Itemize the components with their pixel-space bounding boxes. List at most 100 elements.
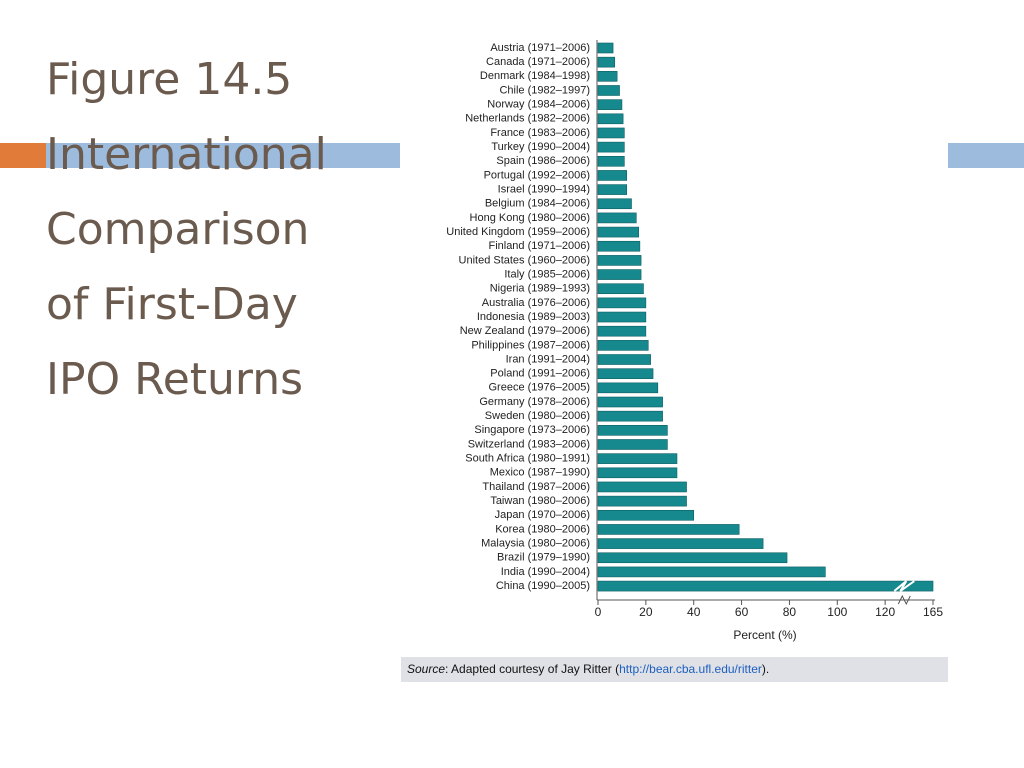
x-tick-label: 120 xyxy=(875,605,895,619)
y-tick-label: Germany (1978–2006) xyxy=(479,396,590,408)
y-tick-label: New Zealand (1979–2006) xyxy=(460,325,590,337)
bar xyxy=(597,382,659,394)
x-axis-label: Percent (%) xyxy=(733,628,796,642)
bar xyxy=(597,566,826,578)
bar xyxy=(597,552,788,564)
y-tick-label: Netherlands (1982–2006) xyxy=(465,113,590,125)
y-tick-label: Finland (1971–2006) xyxy=(488,240,590,252)
y-tick-label: France (1983–2006) xyxy=(490,127,590,139)
bar xyxy=(597,481,687,493)
bar xyxy=(597,410,663,422)
axis-break xyxy=(897,594,911,606)
y-tick-label: Hong Kong (1980–2006) xyxy=(470,212,590,224)
source-note: Source: Adapted courtesy of Jay Ritter (… xyxy=(401,657,948,682)
x-tick-label: 40 xyxy=(687,605,701,619)
x-tick-label: 80 xyxy=(783,605,797,619)
bar xyxy=(597,297,647,309)
y-tick-label: South Africa (1980–1991) xyxy=(465,453,590,465)
y-tick-label: Iran (1991–2004) xyxy=(506,353,590,365)
bar xyxy=(597,42,614,54)
y-tick-label: Israel (1990–1994) xyxy=(498,184,590,196)
source-label: Source xyxy=(407,662,446,676)
y-tick-label: Italy (1985–2006) xyxy=(504,268,590,280)
bar xyxy=(597,453,678,464)
bar xyxy=(597,524,740,535)
bar xyxy=(597,56,616,68)
bar xyxy=(597,170,628,181)
y-tick-label: Switzerland (1983–2006) xyxy=(468,438,590,450)
y-tick-label: Portugal (1992–2006) xyxy=(484,169,590,181)
bar xyxy=(597,141,625,153)
y-tick-label: Thailand (1987–2006) xyxy=(482,481,590,493)
bar xyxy=(597,425,668,436)
y-tick-label: Indonesia (1989–2003) xyxy=(477,311,590,323)
bar xyxy=(597,212,637,224)
x-tick-label: 20 xyxy=(639,605,653,619)
source-text: : Adapted courtesy of Jay Ritter ( xyxy=(445,662,620,676)
bar xyxy=(597,396,663,408)
bar xyxy=(597,354,651,365)
bar xyxy=(597,495,687,507)
y-tick-label: Brazil (1979–1990) xyxy=(497,552,590,564)
source-end: ). xyxy=(761,662,770,676)
y-tick-label: Turkey (1990–2004) xyxy=(491,141,590,153)
x-tick-label: 165 xyxy=(923,605,943,619)
bar xyxy=(597,467,678,479)
y-tick-label: Nigeria (1989–1993) xyxy=(490,283,590,295)
chart: Percent (%) 0 20 40 60 80 100 120 165 Austria (1… xyxy=(446,40,943,642)
bar xyxy=(597,155,625,167)
bar xyxy=(597,439,668,450)
bar xyxy=(597,226,639,238)
y-tick-label: Austria (1971–2006) xyxy=(490,42,590,54)
bar xyxy=(597,580,934,592)
blue-bar xyxy=(46,143,400,168)
y-tick-label: Mexico (1987–1990) xyxy=(490,467,590,479)
blue-bar xyxy=(948,143,1024,168)
y-tick-label: Belgium (1984–2006) xyxy=(485,198,590,210)
source-link[interactable]: http://bear.cba.ufl.edu/ritter xyxy=(619,662,762,676)
bar xyxy=(597,269,642,280)
y-tick-label: Japan (1970–2006) xyxy=(495,509,590,521)
bar xyxy=(597,113,624,125)
x-tick-label: 0 xyxy=(595,605,602,619)
orange-bar xyxy=(0,143,46,168)
bar xyxy=(597,311,647,323)
y-tick-label: Taiwan (1980–2006) xyxy=(490,495,590,507)
y-tick-label: Malaysia (1980–2006) xyxy=(481,538,590,550)
y-tick-label: Singapore (1973–2006) xyxy=(474,424,590,436)
y-tick-label: United States (1960–2006) xyxy=(459,254,590,266)
bar xyxy=(597,538,764,549)
x-tick-label: 60 xyxy=(735,605,749,619)
y-tick-label: India (1990–2004) xyxy=(501,566,590,578)
bar xyxy=(597,325,647,337)
y-tick-label: Canada (1971–2006) xyxy=(486,56,590,68)
bar xyxy=(597,198,632,210)
y-tick-label: Sweden (1980–2006) xyxy=(485,410,590,422)
y-tick-label: Philippines (1987–2006) xyxy=(471,339,590,351)
bar xyxy=(597,240,641,252)
bar xyxy=(597,127,625,139)
axis-break xyxy=(893,580,915,592)
bar xyxy=(597,99,623,110)
y-tick-label: Australia (1976–2006) xyxy=(482,297,590,309)
y-tick-label: United Kingdom (1959–2006) xyxy=(446,226,590,238)
y-tick-label: Spain (1986–2006) xyxy=(496,155,590,167)
bar xyxy=(597,509,695,521)
x-tick-label: 100 xyxy=(827,605,847,619)
bar xyxy=(597,184,628,195)
y-tick-label: Norway (1984–2006) xyxy=(487,99,590,111)
bar xyxy=(597,340,649,351)
bar xyxy=(597,85,620,96)
bar xyxy=(597,255,642,266)
bar xyxy=(597,283,644,295)
y-tick-label: Greece (1976–2005) xyxy=(488,382,590,394)
y-tick-label: Denmark (1984–1998) xyxy=(480,70,590,82)
bar xyxy=(597,71,618,82)
slide-title: Figure 14.5 International Comparison of … xyxy=(46,54,327,405)
y-tick-label: Chile (1982–1997) xyxy=(499,84,590,96)
y-tick-label: China (1990–2005) xyxy=(496,580,590,592)
bar xyxy=(597,368,654,379)
y-tick-label: Korea (1980–2006) xyxy=(495,523,590,535)
y-tick-label: Poland (1991–2006) xyxy=(490,368,590,380)
